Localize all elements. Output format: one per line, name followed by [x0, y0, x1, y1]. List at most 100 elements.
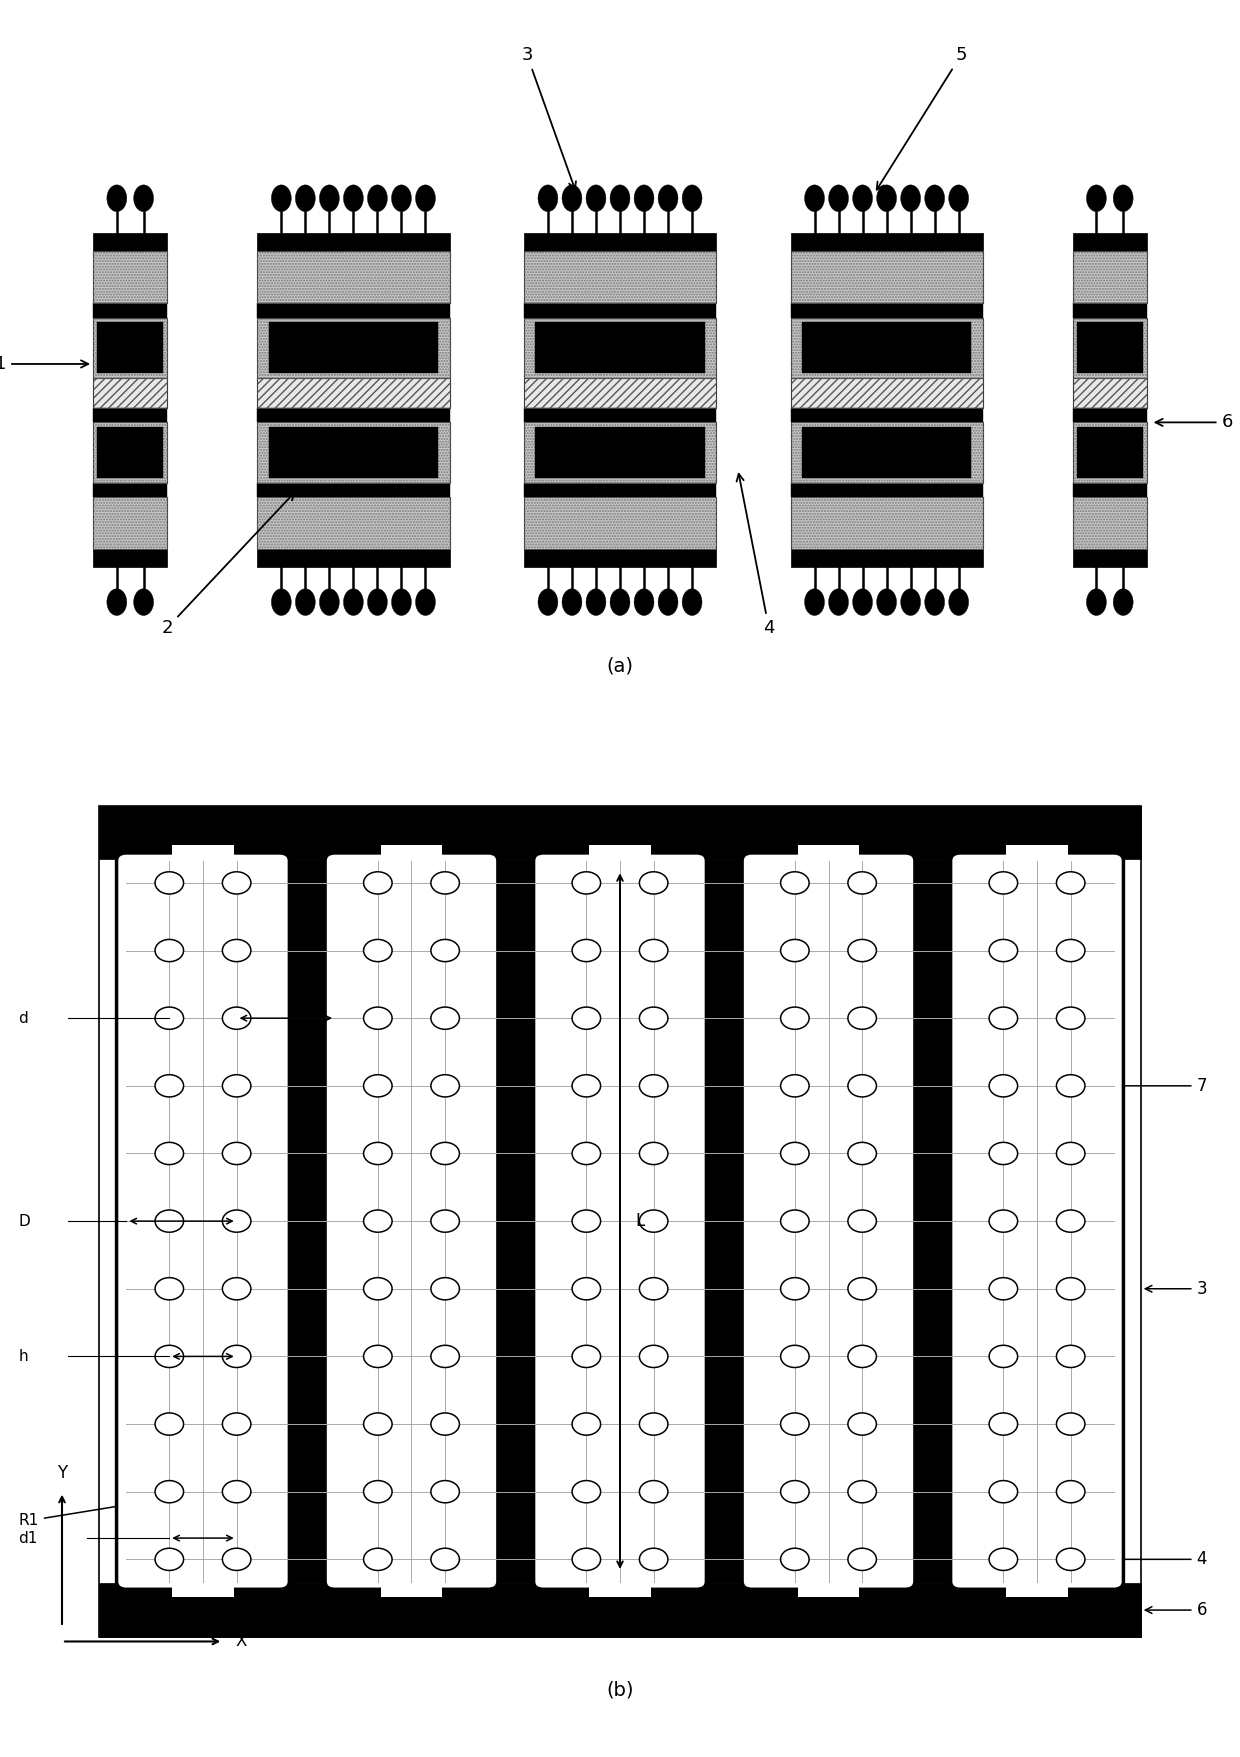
Bar: [93, 422, 167, 483]
Bar: [1073, 497, 1147, 548]
Circle shape: [392, 184, 412, 211]
Circle shape: [949, 589, 968, 615]
Circle shape: [640, 871, 668, 894]
Circle shape: [848, 1075, 877, 1096]
Circle shape: [222, 1481, 250, 1502]
Circle shape: [634, 184, 653, 211]
Text: (a): (a): [606, 657, 634, 676]
Circle shape: [363, 1413, 392, 1435]
Circle shape: [538, 589, 558, 615]
Bar: [1073, 378, 1147, 408]
Bar: [791, 318, 982, 378]
Circle shape: [222, 1211, 250, 1232]
Circle shape: [572, 1481, 600, 1502]
Circle shape: [415, 184, 435, 211]
Circle shape: [363, 1346, 392, 1367]
Bar: [93, 251, 167, 302]
Circle shape: [430, 940, 459, 961]
Circle shape: [222, 1413, 250, 1435]
Circle shape: [363, 1211, 392, 1232]
Circle shape: [900, 589, 920, 615]
Bar: [791, 318, 982, 378]
Circle shape: [430, 1277, 459, 1300]
Bar: [523, 483, 715, 497]
Circle shape: [828, 184, 848, 211]
Circle shape: [363, 1548, 392, 1571]
Bar: [523, 318, 715, 378]
Bar: [258, 234, 449, 251]
Bar: [258, 483, 449, 497]
Circle shape: [155, 1007, 184, 1030]
Bar: [93, 378, 167, 408]
Circle shape: [1114, 184, 1133, 211]
Text: R1: R1: [19, 1499, 155, 1529]
Circle shape: [392, 589, 412, 615]
Circle shape: [781, 1548, 810, 1571]
Text: 3: 3: [1146, 1279, 1208, 1298]
Bar: [791, 483, 982, 497]
Circle shape: [430, 1211, 459, 1232]
Bar: [1073, 302, 1147, 318]
Circle shape: [640, 1413, 668, 1435]
Bar: [93, 318, 167, 378]
Text: 1: 1: [0, 355, 88, 372]
Text: d: d: [19, 1010, 29, 1026]
Bar: [523, 318, 715, 378]
Bar: [258, 378, 449, 408]
Circle shape: [853, 589, 873, 615]
Circle shape: [640, 1277, 668, 1300]
Circle shape: [848, 1548, 877, 1571]
Circle shape: [990, 1277, 1018, 1300]
Circle shape: [848, 1211, 877, 1232]
Bar: [802, 322, 971, 372]
Text: (b): (b): [606, 1680, 634, 1699]
Bar: [93, 302, 167, 318]
Text: 4: 4: [1075, 1550, 1207, 1569]
Circle shape: [222, 1277, 250, 1300]
Circle shape: [320, 589, 340, 615]
Circle shape: [781, 1277, 810, 1300]
Bar: [791, 378, 982, 408]
Circle shape: [572, 1211, 600, 1232]
Circle shape: [925, 184, 945, 211]
Circle shape: [363, 1142, 392, 1165]
Circle shape: [1056, 1211, 1085, 1232]
Bar: [1073, 318, 1147, 378]
Text: 5: 5: [877, 46, 967, 190]
Circle shape: [587, 589, 606, 615]
Bar: [269, 427, 438, 478]
Circle shape: [781, 1075, 810, 1096]
Circle shape: [222, 1346, 250, 1367]
Bar: [791, 378, 982, 408]
Circle shape: [848, 1007, 877, 1030]
Circle shape: [572, 871, 600, 894]
Bar: [258, 251, 449, 302]
Bar: [93, 318, 167, 378]
Bar: [536, 322, 704, 372]
Circle shape: [363, 1481, 392, 1502]
Circle shape: [343, 589, 363, 615]
Bar: [523, 251, 715, 302]
Circle shape: [828, 589, 848, 615]
Bar: [172, 1583, 233, 1597]
Circle shape: [853, 184, 873, 211]
Circle shape: [990, 1346, 1018, 1367]
Circle shape: [155, 871, 184, 894]
Circle shape: [430, 1548, 459, 1571]
Text: 2: 2: [161, 492, 294, 636]
Circle shape: [272, 589, 291, 615]
Circle shape: [155, 940, 184, 961]
Bar: [98, 427, 162, 478]
Circle shape: [134, 589, 154, 615]
Circle shape: [538, 184, 558, 211]
Circle shape: [572, 1007, 600, 1030]
Circle shape: [610, 589, 630, 615]
Bar: [523, 497, 715, 548]
Bar: [791, 251, 982, 302]
Circle shape: [155, 1548, 184, 1571]
Text: h: h: [19, 1349, 29, 1363]
Circle shape: [805, 589, 825, 615]
Circle shape: [134, 184, 154, 211]
Bar: [1073, 483, 1147, 497]
Bar: [589, 845, 651, 859]
